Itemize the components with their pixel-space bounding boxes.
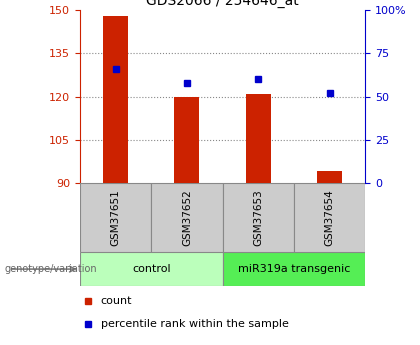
Bar [103,16,128,183]
Text: count: count [101,296,132,306]
Text: GSM37653: GSM37653 [253,189,263,246]
Bar [317,171,342,183]
Bar [80,183,151,252]
Bar [80,252,223,286]
Bar [174,97,199,183]
Bar [294,183,365,252]
Text: control: control [132,264,171,274]
Text: genotype/variation: genotype/variation [4,264,97,274]
Bar [223,252,365,286]
Text: GSM37652: GSM37652 [182,189,192,246]
Text: GSM37654: GSM37654 [325,189,335,246]
Text: percentile rank within the sample: percentile rank within the sample [101,319,289,328]
Bar [151,183,223,252]
Bar [223,183,294,252]
Text: GSM37651: GSM37651 [110,189,121,246]
Title: GDS2066 / 254646_at: GDS2066 / 254646_at [146,0,299,8]
Text: miR319a transgenic: miR319a transgenic [238,264,350,274]
Bar [246,94,271,183]
